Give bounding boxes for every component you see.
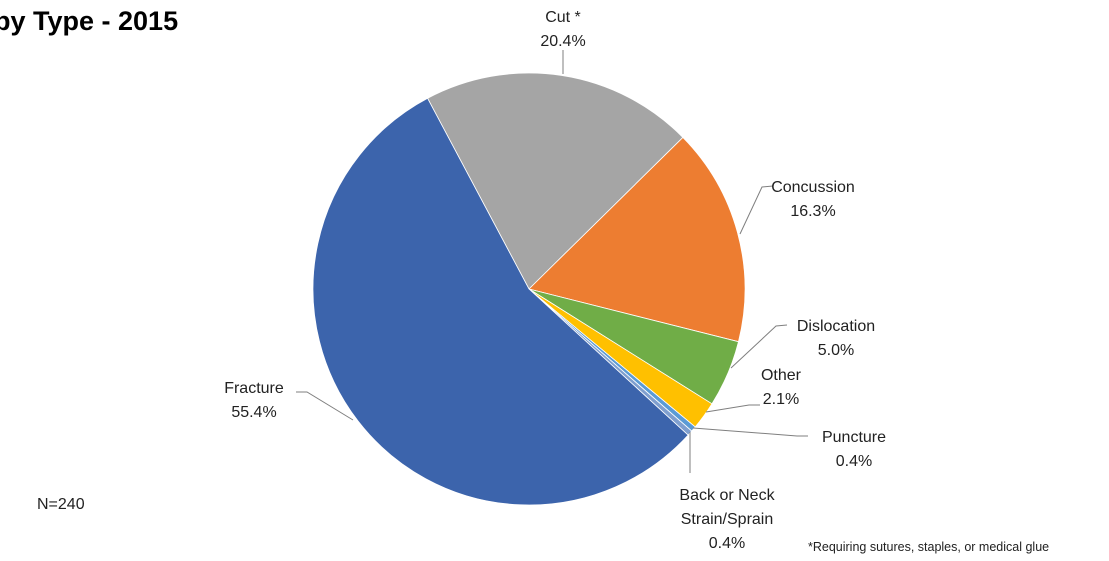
pie-slice-cut <box>427 72 684 290</box>
pie-slice-fracture <box>312 97 689 506</box>
slice-label-fracture: Fracture <box>224 380 284 397</box>
slice-value-fracture: 55.4% <box>231 404 276 421</box>
leader-line-puncture <box>692 427 808 437</box>
chart-title: by Type - 2015 <box>0 6 179 36</box>
slice-value-back-or-neck-strain-sprain: 0.4% <box>709 535 745 552</box>
slice-label-puncture: Puncture <box>822 429 886 446</box>
slice-value-dislocation: 5.0% <box>818 342 854 359</box>
slice-label-dislocation: Dislocation <box>797 318 875 335</box>
slice-value-cut: 20.4% <box>540 33 585 50</box>
slice-label-back-or-neck-strain-sprain: Strain/Sprain <box>681 511 774 528</box>
slice-label-cut: Cut * <box>545 9 581 26</box>
leader-line-dislocation <box>730 324 788 369</box>
pie-slice-concussion <box>528 136 746 343</box>
slice-label-other: Other <box>761 367 802 384</box>
slice-value-other: 2.1% <box>763 391 799 408</box>
slice-label-concussion: Concussion <box>771 179 855 196</box>
leader-line-concussion <box>739 185 774 235</box>
slice-value-puncture: 0.4% <box>836 453 872 470</box>
slice-value-concussion: 16.3% <box>790 203 835 220</box>
sample-size-label: N=240 <box>37 496 85 513</box>
leader-line-fracture <box>296 391 354 421</box>
leader-line-other <box>705 404 760 413</box>
slice-label-back-or-neck-strain-sprain: Back or Neck <box>679 487 775 504</box>
footnote: *Requiring sutures, staples, or medical … <box>808 540 1050 554</box>
